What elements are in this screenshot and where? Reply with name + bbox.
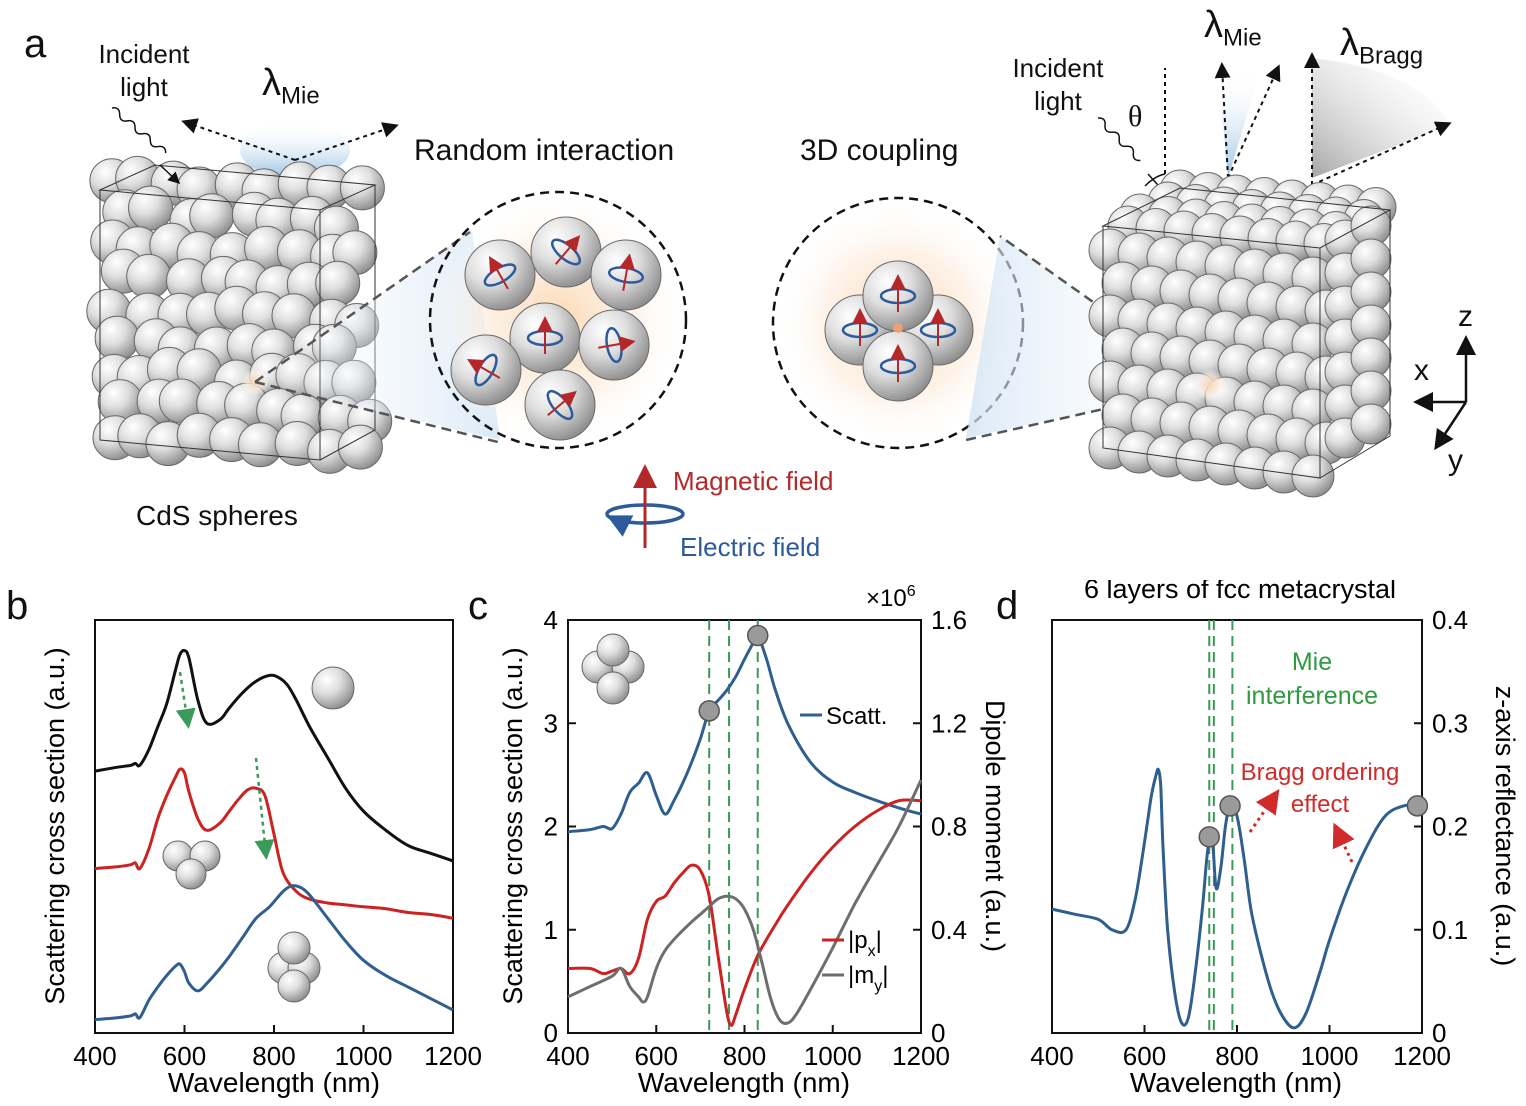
incident-wave-left <box>111 107 167 154</box>
chart-d-xtick-3: 1000 <box>1301 1041 1359 1071</box>
theta-label: θ <box>1128 100 1143 133</box>
chart-d-xlabel: Wavelength (nm) <box>1130 1067 1342 1098</box>
chart-c-ylabel: Scattering cross section (a.u.) <box>498 647 528 1004</box>
chart-c-marker-1 <box>746 624 769 647</box>
chart-b-xtick-1: 600 <box>163 1041 206 1071</box>
sphere <box>1350 403 1392 445</box>
chart-c-ytick-left-0: 0 <box>544 1018 558 1048</box>
magnetic-field-label: Magnetic field <box>673 466 834 496</box>
chart-c-ylabel-right: Dipole moment (a.u.) <box>980 700 1010 952</box>
coupling-title: 3D coupling <box>800 134 959 167</box>
legend-px: |px| <box>848 927 882 960</box>
chart-c-marker-0 <box>698 700 720 722</box>
chart-b-xtick-2: 800 <box>252 1041 295 1071</box>
scatter-arrow-right <box>294 122 399 161</box>
electric-field-label: Electric field <box>680 532 821 562</box>
incident-light-label-right: Incident light <box>1012 53 1104 116</box>
panel-letter-b: b <box>6 584 29 628</box>
chart-c-ytick-left-2: 2 <box>544 812 558 842</box>
legend-my: |my| <box>848 962 888 995</box>
panel-letter-c: c <box>468 584 488 628</box>
chart-c-xtick-2: 800 <box>723 1041 766 1071</box>
sphere <box>1291 454 1335 498</box>
chart-d-ytick-right-4: 0.4 <box>1432 605 1468 635</box>
chart-b-xtick-0: 400 <box>73 1041 116 1071</box>
chart-d-ytick-right-1: 0.1 <box>1432 915 1468 945</box>
chart-b-xlabel: Wavelength (nm) <box>168 1067 380 1098</box>
lambda-bragg: λBragg <box>1340 22 1424 70</box>
chart-c-series-1 <box>567 798 922 1027</box>
chart-b-series-0 <box>94 648 454 863</box>
field-legend-icon <box>605 464 685 548</box>
chart-c-xtick-0: 400 <box>546 1041 589 1071</box>
chart-d-xtick-2: 800 <box>1215 1041 1258 1071</box>
chart-c-ytick-left-4: 4 <box>544 605 558 635</box>
axis-z-label: z <box>1458 300 1473 333</box>
annot-bragg-line1: Bragg ordering <box>1241 759 1400 786</box>
chart-c-ytick-right-4: 1.6 <box>931 605 967 635</box>
chart-d-ylabel-right: z-axis reflectance (a.u.) <box>1490 686 1520 967</box>
annot-mie-line1: Mie <box>1292 648 1332 676</box>
charts-bcd: 400 600 800 1000 1200 Wavelength (nm) Scatte… <box>40 580 1520 1098</box>
chart-d-ytick-right-2: 0.2 <box>1432 812 1468 842</box>
cds-spheres-label: CdS spheres <box>136 500 298 531</box>
chart-c-exponent: ×106 <box>866 583 916 612</box>
legend-scatt: Scatt. <box>826 703 887 730</box>
chart-d-xtick-0: 400 <box>1030 1041 1073 1071</box>
scatter-arrow-left <box>181 118 296 161</box>
incident-light-label-left: Incident light <box>98 39 190 102</box>
incident-wave-right <box>1097 117 1141 162</box>
chart-c-xtick-1: 600 <box>635 1041 678 1071</box>
sphere <box>94 315 140 361</box>
sphere <box>339 165 385 211</box>
random-interaction-inset <box>428 190 688 450</box>
chart-c-ytick-right-3: 1.2 <box>931 708 967 738</box>
chart-b-series-1 <box>94 767 454 920</box>
axis-y-label: y <box>1448 444 1463 477</box>
chart-c-ytick-right-1: 0.4 <box>931 915 967 945</box>
scatter-glow <box>240 122 350 178</box>
random-interaction-title: Random interaction <box>414 134 675 167</box>
chart-d-ytick-right-0: 0 <box>1432 1018 1446 1048</box>
chart-c-series-2 <box>567 779 923 1025</box>
sphere <box>315 260 361 306</box>
chart-d-marker-2 <box>1406 795 1429 817</box>
chart-c-ytick-left-1: 1 <box>544 915 558 945</box>
annot-mie-line2: interference <box>1246 682 1378 710</box>
chart-d-ytick-right-3: 0.3 <box>1432 708 1468 738</box>
chart-d-marker-1 <box>1219 795 1241 817</box>
chart-c-xtick-3: 1000 <box>804 1041 862 1071</box>
fcc-crystal <box>1088 169 1397 498</box>
axis-x-label: x <box>1414 354 1429 387</box>
random-cluster <box>86 155 393 474</box>
chart-c-ytick-right-0: 0 <box>931 1018 945 1048</box>
sphere <box>337 424 383 470</box>
chart-b-xtick-4: 1200 <box>424 1041 482 1071</box>
chart-b-series-2 <box>94 884 454 1022</box>
chart-d-xtick-4: 1200 <box>1393 1041 1451 1071</box>
chart-d-xtick-1: 600 <box>1123 1041 1166 1071</box>
chart-d-marker-0 <box>1198 826 1220 848</box>
panel-letter-a: a <box>24 22 47 66</box>
bragg-beam <box>1312 58 1450 178</box>
panel-a-illustration <box>86 52 1476 548</box>
lambda-mie-right: λMie <box>1204 4 1262 52</box>
chart-b-xtick-3: 1000 <box>335 1041 393 1071</box>
sphere <box>126 253 172 299</box>
coupling-inset <box>771 196 1025 450</box>
lambda-mie-left: λMie <box>262 62 320 110</box>
chart-c-xlabel: Wavelength (nm) <box>638 1067 850 1098</box>
chart-c-ytick-right-2: 0.8 <box>931 812 967 842</box>
chart-c-ytick-left-3: 3 <box>544 708 558 738</box>
mie-beam <box>1218 70 1260 178</box>
chart-b: 400 600 800 1000 1200 Wavelength (nm) Scatte… <box>40 619 482 1098</box>
panel-letter-d: d <box>996 584 1019 628</box>
chart-b-ylabel: Scattering cross section (a.u.) <box>40 647 70 1004</box>
chart-d-title: 6 layers of fcc metacrystal <box>1084 580 1396 604</box>
axis-triad <box>1413 335 1476 451</box>
chart-c-xtick-4: 1200 <box>892 1041 950 1071</box>
annot-bragg-line2: effect <box>1291 791 1350 818</box>
